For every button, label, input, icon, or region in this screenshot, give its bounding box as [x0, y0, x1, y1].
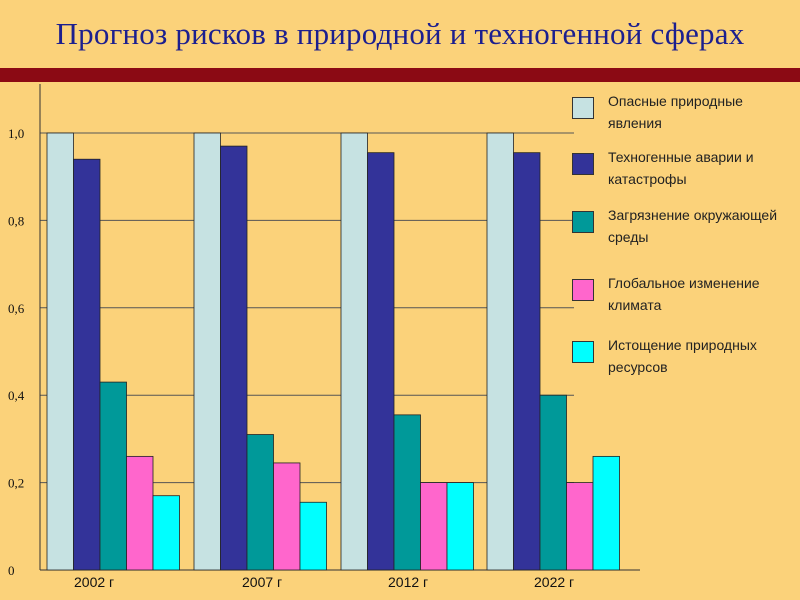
bar-2007г-series-3	[273, 462, 301, 571]
legend-swatch-climate-change	[572, 279, 594, 301]
chart-title: Прогноз рисков в природной и техногенной…	[55, 16, 745, 51]
y-tick-label-0: 0	[8, 563, 15, 578]
title-divider-band	[0, 68, 800, 82]
y-tick-label-3: 0,6	[8, 301, 25, 316]
legend-label-technogenic-accidents: Техногенные аварии и катастрофы	[608, 149, 754, 187]
legend-item-natural-hazards: Опасные природные явления	[572, 90, 798, 134]
bar-2022г-series-1	[513, 152, 541, 571]
bar-2002г-series-4	[152, 495, 180, 571]
bar-2022г-series-2	[539, 394, 567, 571]
legend-label-resource-depletion: Истощение природных ресурсов	[608, 337, 757, 375]
bar-2007г-series-0	[193, 132, 221, 571]
x-tick-label-2002: 2002 г	[74, 574, 115, 590]
legend-item-resource-depletion: Истощение природных ресурсов	[572, 334, 798, 378]
bar-2012г-series-4	[446, 482, 474, 571]
legend-item-technogenic-accidents: Техногенные аварии и катастрофы	[572, 146, 798, 190]
legend-swatch-pollution	[572, 211, 594, 233]
bar-2012г-series-1	[367, 152, 395, 571]
bar-2012г-series-2	[393, 414, 421, 571]
legend-label-pollution: Загрязнение окружающей среды	[608, 207, 778, 245]
bar-2012г-series-3	[420, 482, 448, 571]
x-tick-label-2012: 2012 г	[388, 574, 429, 590]
bar-2002г-series-1	[73, 158, 101, 571]
bar-2002г-series-0	[46, 132, 74, 571]
bar-2022г-series-0	[486, 132, 514, 571]
bar-2002г-series-3	[126, 455, 154, 571]
bar-2007г-series-2	[246, 434, 274, 571]
bar-2012г-series-0	[340, 132, 368, 571]
legend-swatch-natural-hazards	[572, 97, 594, 119]
bar-2007г-series-1	[220, 145, 248, 571]
legend-swatch-resource-depletion	[572, 341, 594, 363]
bar-2007г-series-4	[299, 501, 327, 571]
x-tick-label-2007: 2007 г	[242, 574, 283, 590]
legend-swatch-technogenic-accidents	[572, 153, 594, 175]
bar-2022г-series-3	[566, 482, 594, 571]
y-tick-label-1: 0,2	[8, 476, 24, 491]
x-tick-label-2022: 2022 г	[534, 574, 575, 590]
legend-label-climate-change: Глобальное изменение климата	[608, 275, 760, 313]
y-tick-label-2: 0,4	[8, 388, 25, 403]
legend-item-pollution: Загрязнение окружающей среды	[572, 204, 798, 248]
bar-2002г-series-2	[99, 381, 127, 571]
legend-label-natural-hazards: Опасные природные явления	[608, 93, 743, 131]
y-tick-label-5: 1,0	[8, 126, 24, 141]
bar-2022г-series-4	[592, 455, 620, 571]
title-bar: Прогноз рисков в природной и техногенной…	[0, 0, 800, 68]
legend-item-climate-change: Глобальное изменение климата	[572, 272, 798, 316]
y-tick-label-4: 0,8	[8, 213, 24, 228]
